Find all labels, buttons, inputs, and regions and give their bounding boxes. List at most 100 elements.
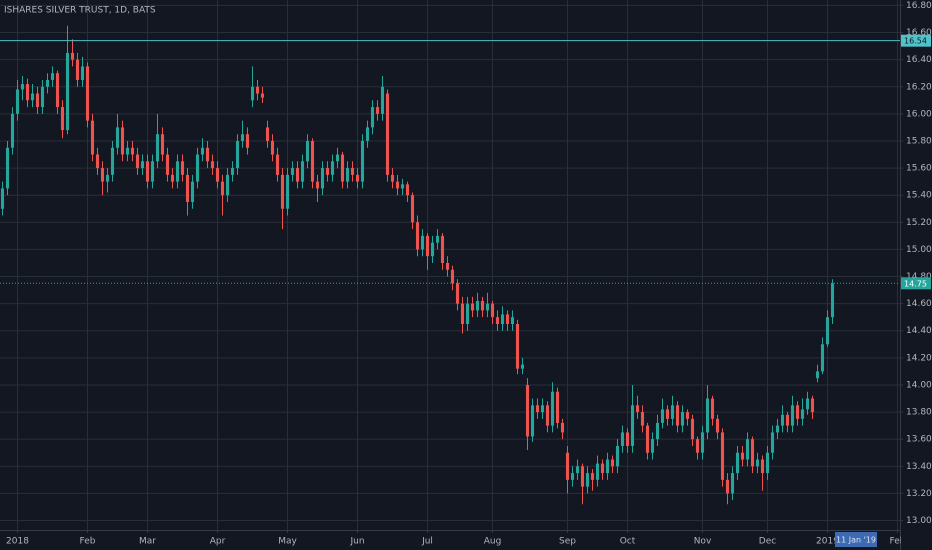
grid — [0, 0, 900, 530]
x-tick-label: Mar — [139, 537, 156, 547]
chart-title: ISHARES SILVER TRUST, 1D, BATS — [4, 6, 156, 16]
y-tick-label: 14.40 — [906, 326, 932, 336]
candle-body — [505, 314, 510, 324]
candle-body — [540, 405, 545, 413]
candle-body — [0, 188, 5, 209]
candle-body — [220, 181, 225, 196]
candle-body — [265, 127, 270, 141]
candle-body — [60, 107, 65, 131]
candle-body — [230, 168, 235, 175]
candle-body — [250, 86, 255, 101]
candle-body — [715, 418, 720, 433]
candle-body — [500, 314, 505, 324]
candle-body — [130, 147, 135, 155]
candle-body — [755, 459, 760, 467]
candle-body — [260, 93, 265, 98]
x-tick-label: Feb — [890, 537, 906, 547]
candle-body — [135, 154, 140, 169]
y-tick-label: 13.80 — [906, 408, 932, 418]
candle-body — [590, 473, 595, 480]
y-tick-label: 15.00 — [906, 245, 932, 255]
candle-body — [165, 154, 170, 175]
candle-body — [345, 168, 350, 182]
price-axis-panel — [900, 0, 932, 550]
candle-body — [745, 439, 750, 460]
candle-body — [325, 168, 330, 175]
x-tick-label: Nov — [694, 537, 712, 547]
candle-body — [225, 174, 230, 196]
x-tick-label: Aug — [484, 537, 502, 547]
candle-body — [340, 154, 345, 182]
candle-body — [380, 86, 385, 114]
candle-body — [680, 412, 685, 426]
candle-body — [515, 323, 520, 369]
candle-body — [355, 174, 360, 182]
price-axis-corner — [901, 531, 932, 550]
candle-body — [725, 479, 730, 494]
x-tick-label: May — [278, 537, 297, 547]
candle-body — [160, 134, 165, 155]
candle-body — [480, 300, 485, 311]
candle-body — [385, 93, 390, 175]
candle-body — [125, 147, 130, 155]
x-tick-label: Oct — [620, 537, 636, 547]
candle-body — [490, 303, 495, 318]
candle-body — [140, 161, 145, 169]
x-tick-label: 2019 — [816, 537, 839, 547]
candle-body — [820, 344, 825, 372]
candle-body — [35, 93, 40, 108]
candle-body — [245, 134, 250, 148]
candle-body — [710, 398, 715, 419]
candle-body — [15, 89, 20, 114]
candle-body — [320, 168, 325, 189]
candle-body — [790, 405, 795, 426]
candle-body — [365, 127, 370, 141]
price-label-box — [901, 277, 931, 290]
candle-body — [655, 422, 660, 440]
candle-body — [625, 432, 630, 446]
candle-body — [510, 317, 515, 324]
y-tick-label: 16.20 — [906, 82, 932, 92]
candle-body — [395, 181, 400, 189]
x-tick-label: Jun — [349, 537, 364, 547]
candle-body — [610, 459, 615, 467]
candle-body — [660, 409, 665, 423]
candle-body — [565, 452, 570, 480]
candle-body — [795, 405, 800, 419]
y-tick-label: 16.00 — [906, 109, 932, 119]
candle-body — [290, 168, 295, 175]
candle-body — [40, 86, 45, 108]
candle-body — [170, 174, 175, 182]
candle-body — [180, 161, 185, 175]
price-label: 16.54 — [904, 37, 927, 46]
y-tick-label: 16.40 — [906, 55, 932, 65]
candle-body — [825, 317, 830, 345]
candle-body — [585, 473, 590, 487]
price-label-box — [901, 34, 931, 47]
y-tick-label: 14.00 — [906, 380, 932, 390]
y-tick-label: 14.80 — [906, 272, 932, 282]
candle-body — [410, 195, 415, 223]
candle-body — [405, 184, 410, 196]
crosshair-label: 11 Jan '19 — [836, 536, 876, 545]
candle-body — [665, 409, 670, 419]
candle-body — [805, 398, 810, 410]
candle-body — [315, 181, 320, 189]
candle-body — [785, 414, 790, 426]
candle-body — [600, 463, 605, 474]
candle-body — [145, 161, 150, 182]
candle-body — [50, 73, 55, 80]
candle-body — [560, 422, 565, 433]
candle-body — [210, 161, 215, 169]
candle-body — [275, 154, 280, 175]
candle-body — [200, 147, 205, 155]
candle-body — [155, 134, 160, 162]
candle-body — [470, 303, 475, 311]
candle-body — [700, 432, 705, 453]
candle-body — [285, 174, 290, 209]
x-tick-label: Feb — [80, 537, 96, 547]
candle-body — [55, 73, 60, 108]
candle-body — [740, 452, 745, 460]
candle-body — [605, 459, 610, 474]
